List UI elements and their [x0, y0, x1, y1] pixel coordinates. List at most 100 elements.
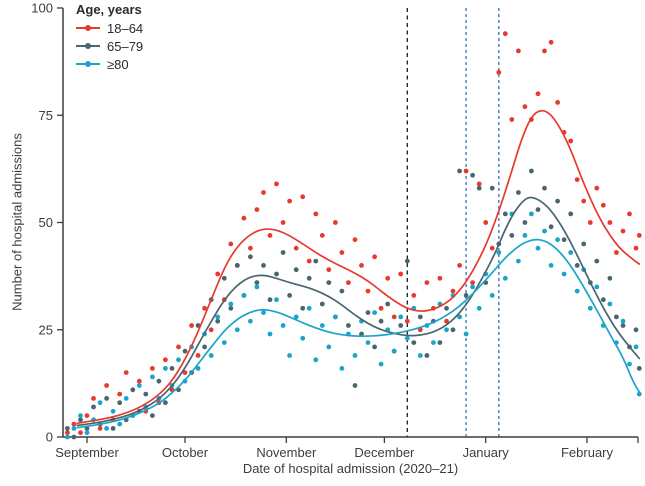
scatter-point [71, 421, 77, 427]
scatter-point [614, 250, 619, 255]
scatter-point [65, 426, 70, 431]
scatter-point [607, 301, 613, 307]
scatter-point [509, 233, 515, 238]
scatter-point [620, 318, 626, 324]
scatter-point [313, 258, 319, 264]
scatter-point [424, 280, 430, 285]
scatter-point [444, 305, 449, 311]
scatter-point [267, 331, 273, 337]
legend-item-label: 18–64 [107, 20, 144, 36]
x-tick-label: February [561, 445, 614, 460]
x-tick-label: January [463, 445, 510, 460]
scatter-point [261, 263, 266, 268]
scatter-point [306, 305, 312, 311]
scatter-point [319, 301, 325, 307]
scatter-point [587, 305, 593, 311]
scatter-point [574, 263, 580, 268]
scatter-point [352, 353, 358, 358]
scatter-point [457, 263, 462, 268]
scatter-point [359, 331, 364, 337]
scatter-point [84, 430, 90, 436]
scatter-point [117, 421, 123, 427]
legend-item-18-64: 18–64 [76, 19, 143, 37]
scatter-point [378, 361, 384, 367]
scatter-point [568, 211, 574, 217]
scatter-point [489, 185, 495, 191]
scatter-point [123, 370, 129, 375]
scatter-point [496, 70, 502, 75]
scatter-point [391, 314, 397, 320]
scatter-point [516, 48, 521, 54]
scatter-point [221, 275, 227, 281]
y-tick-label: 75 [39, 108, 53, 123]
scatter-point [189, 323, 195, 328]
scatter-point [476, 181, 482, 187]
scatter-point [306, 275, 312, 281]
scatter-point [313, 211, 319, 217]
scatter-point [163, 400, 168, 406]
scatter-point [280, 323, 286, 328]
scatter-point [104, 396, 109, 401]
scatter-point [476, 305, 482, 311]
scatter-point [110, 426, 116, 431]
scatter-point [65, 434, 70, 440]
trend-line-≥80 [76, 238, 641, 429]
scatter-point [614, 314, 619, 320]
scatter-point [333, 220, 338, 225]
scatter-point [267, 297, 273, 303]
scatter-point [607, 220, 613, 225]
scatter-point [306, 258, 312, 264]
scatter-point [437, 275, 443, 281]
scatter-point [221, 340, 227, 345]
scatter-point [600, 297, 606, 303]
scatter-point [424, 353, 430, 358]
scatter-point [202, 344, 208, 350]
scatter-point [555, 100, 560, 105]
scatter-point [195, 366, 201, 371]
scatter-point [254, 284, 260, 290]
scatter-point [313, 357, 319, 363]
scatter-point [620, 228, 626, 234]
scatter-point [293, 267, 299, 273]
scatter-point [365, 340, 371, 345]
scatter-point [555, 198, 560, 204]
scatter-point [228, 301, 234, 307]
scatter-point [254, 280, 260, 285]
scatter-point [169, 366, 175, 371]
scatter-point [248, 318, 253, 324]
x-tick-label: December [354, 445, 415, 460]
scatter-point [372, 310, 377, 315]
y-tick-label: 50 [39, 215, 53, 230]
scatter-point [404, 318, 410, 324]
scatter-point [398, 323, 404, 328]
scatter-point [568, 250, 574, 255]
scatter-point [339, 250, 345, 255]
scatter-point [215, 318, 221, 324]
scatter-point [130, 387, 136, 393]
scatter-point [627, 361, 632, 367]
scatter-point [385, 275, 391, 281]
scatter-point [607, 275, 613, 281]
scatter-point [319, 323, 325, 328]
scatter-point [516, 258, 521, 264]
scatter-point [78, 417, 83, 423]
scatter-point [411, 293, 417, 298]
legend-marker-line-icon [76, 61, 100, 67]
scatter-point [398, 271, 404, 277]
scatter-point [274, 271, 279, 277]
scatter-point [110, 408, 116, 414]
scatter-point [385, 301, 391, 307]
scatter-point [437, 340, 443, 345]
scatter-point [404, 335, 410, 341]
scatter-point [267, 233, 273, 238]
scatter-point [594, 185, 600, 191]
scatter-point [215, 271, 221, 277]
legend-item-label: ≥80 [107, 56, 129, 72]
scatter-point [548, 39, 554, 45]
scatter-point [97, 426, 103, 431]
scatter-series-18–64 [65, 31, 642, 436]
scatter-point [372, 254, 377, 260]
scatter-point [326, 280, 332, 285]
scatter-point [542, 228, 547, 234]
